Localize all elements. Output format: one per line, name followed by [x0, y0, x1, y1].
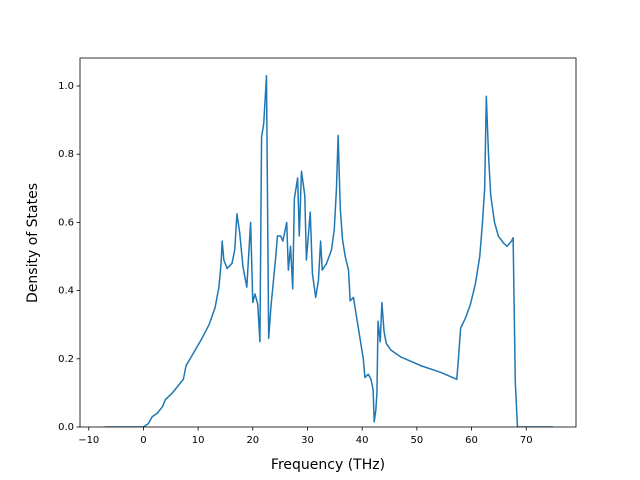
plot-frame	[79, 57, 577, 428]
y-tick-label: 0.8	[58, 149, 74, 160]
x-axis-label: Frequency (THz)	[271, 457, 385, 473]
x-tick-label: 0	[140, 435, 146, 446]
x-tick-label: 40	[356, 435, 369, 446]
x-tick-label: 20	[246, 435, 259, 446]
x-tick-label: 30	[301, 435, 314, 446]
y-axis-label: Density of States	[25, 183, 41, 303]
y-tick-label: 0.2	[58, 354, 74, 365]
y-tick-label: 0.4	[58, 286, 74, 297]
y-tick-label: 0.6	[58, 217, 74, 228]
x-tick-label: −10	[78, 435, 99, 446]
x-tick-label: 50	[410, 435, 423, 446]
x-tick-label: 70	[520, 435, 533, 446]
x-tick-label: 10	[192, 435, 205, 446]
x-tick-label: 60	[465, 435, 478, 446]
line-series	[104, 74, 554, 427]
y-tick-label: 1.0	[58, 81, 74, 92]
y-tick-label: 0.0	[58, 422, 74, 433]
